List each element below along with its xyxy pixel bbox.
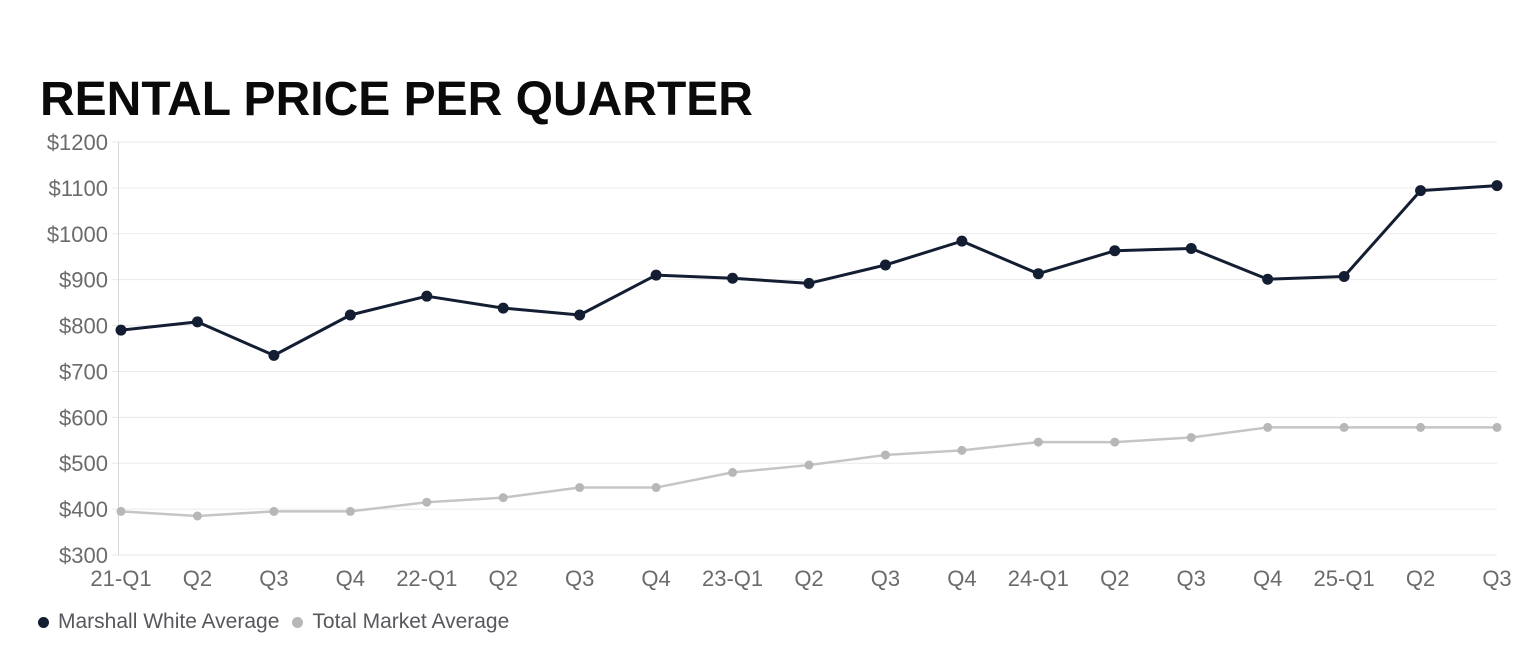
x-axis-tick-label: Q2 <box>489 566 518 591</box>
legend-item-marshall-white[interactable]: Marshall White Average <box>38 610 279 634</box>
data-point[interactable] <box>575 483 585 493</box>
data-point[interactable] <box>116 506 126 516</box>
x-axis-tick-label: Q3 <box>1177 566 1206 591</box>
legend-label-marshall-white: Marshall White Average <box>58 610 280 633</box>
x-axis-tick-label: Q3 <box>1482 566 1511 591</box>
y-axis-tick-label: $900 <box>59 268 108 293</box>
marshall-white-dot-icon <box>38 616 49 628</box>
y-axis-tick-label: $1100 <box>48 176 108 201</box>
total-market-dot-icon <box>292 616 304 628</box>
data-point[interactable] <box>957 445 967 455</box>
data-point[interactable] <box>879 259 891 271</box>
data-point[interactable] <box>804 460 814 470</box>
data-point[interactable] <box>880 450 890 460</box>
data-point[interactable] <box>191 316 203 328</box>
data-point[interactable] <box>344 309 356 321</box>
y-axis-tick-label: $400 <box>59 497 108 522</box>
data-point[interactable] <box>269 506 279 516</box>
data-point[interactable] <box>345 506 355 516</box>
chart-title: RENTAL PRICE PER QUARTER <box>40 73 753 127</box>
data-point[interactable] <box>268 349 280 361</box>
x-axis-tick-label: Q4 <box>1253 566 1282 591</box>
x-axis-tick-label: Q2 <box>183 566 212 591</box>
y-axis-tick-label: $300 <box>59 543 108 568</box>
data-point[interactable] <box>421 290 433 302</box>
x-axis-tick-label: Q4 <box>947 566 976 591</box>
x-axis-tick-label: 21-Q1 <box>90 566 151 591</box>
y-axis-tick-label: $600 <box>59 405 108 430</box>
series-line-total-market <box>119 426 1499 518</box>
x-axis-tick-label: 24-Q1 <box>1008 566 1069 591</box>
data-point[interactable] <box>574 309 586 321</box>
data-point[interactable] <box>1033 437 1043 447</box>
data-point[interactable] <box>650 269 662 281</box>
y-axis-tick-label: $800 <box>59 314 108 339</box>
x-axis-tick-label: Q2 <box>794 566 823 591</box>
data-point[interactable] <box>727 272 739 284</box>
data-point[interactable] <box>728 467 738 477</box>
data-point[interactable] <box>1186 433 1196 443</box>
data-point[interactable] <box>497 302 509 314</box>
data-point[interactable] <box>115 324 127 336</box>
x-axis-tick-label: Q3 <box>871 566 900 591</box>
data-point[interactable] <box>1339 422 1349 432</box>
x-axis-tick-label: 25-Q1 <box>1314 566 1375 591</box>
x-axis-tick-label: Q2 <box>1100 566 1129 591</box>
y-axis-tick-label: $700 <box>59 359 108 384</box>
data-point[interactable] <box>498 493 508 503</box>
x-axis-tick-label: Q2 <box>1406 566 1435 591</box>
x-axis-tick-label: Q4 <box>641 566 670 591</box>
data-point[interactable] <box>1416 422 1426 432</box>
data-point[interactable] <box>1185 242 1197 254</box>
data-point[interactable] <box>1263 422 1273 432</box>
x-axis-tick-label: 22-Q1 <box>396 566 457 591</box>
legend-item-total-market[interactable]: Total Market Average <box>292 610 509 634</box>
data-point[interactable] <box>1032 268 1044 280</box>
data-point[interactable] <box>956 235 968 247</box>
data-point[interactable] <box>1262 273 1274 285</box>
y-axis-tick-label: $1000 <box>47 222 108 247</box>
x-axis-tick-label: 23-Q1 <box>702 566 763 591</box>
data-point[interactable] <box>192 511 202 521</box>
y-axis-tick-label: $500 <box>59 451 108 476</box>
y-axis-tick-label: $1200 <box>47 130 108 155</box>
data-point[interactable] <box>1415 185 1427 197</box>
x-axis-tick-label: Q3 <box>565 566 594 591</box>
data-point[interactable] <box>1338 270 1350 282</box>
series-line-marshall-white <box>119 184 1499 357</box>
data-point[interactable] <box>1492 422 1502 432</box>
legend-label-total-market: Total Market Average <box>312 610 510 633</box>
data-point[interactable] <box>422 497 432 507</box>
x-axis-tick-label: Q4 <box>336 566 365 591</box>
data-point[interactable] <box>1110 437 1120 447</box>
data-point[interactable] <box>1109 245 1121 257</box>
data-point[interactable] <box>651 483 661 493</box>
data-point[interactable] <box>1491 180 1503 192</box>
data-point[interactable] <box>803 277 815 289</box>
legend: Marshall White Average Total Market Aver… <box>38 610 509 634</box>
x-axis-tick-label: Q3 <box>259 566 288 591</box>
